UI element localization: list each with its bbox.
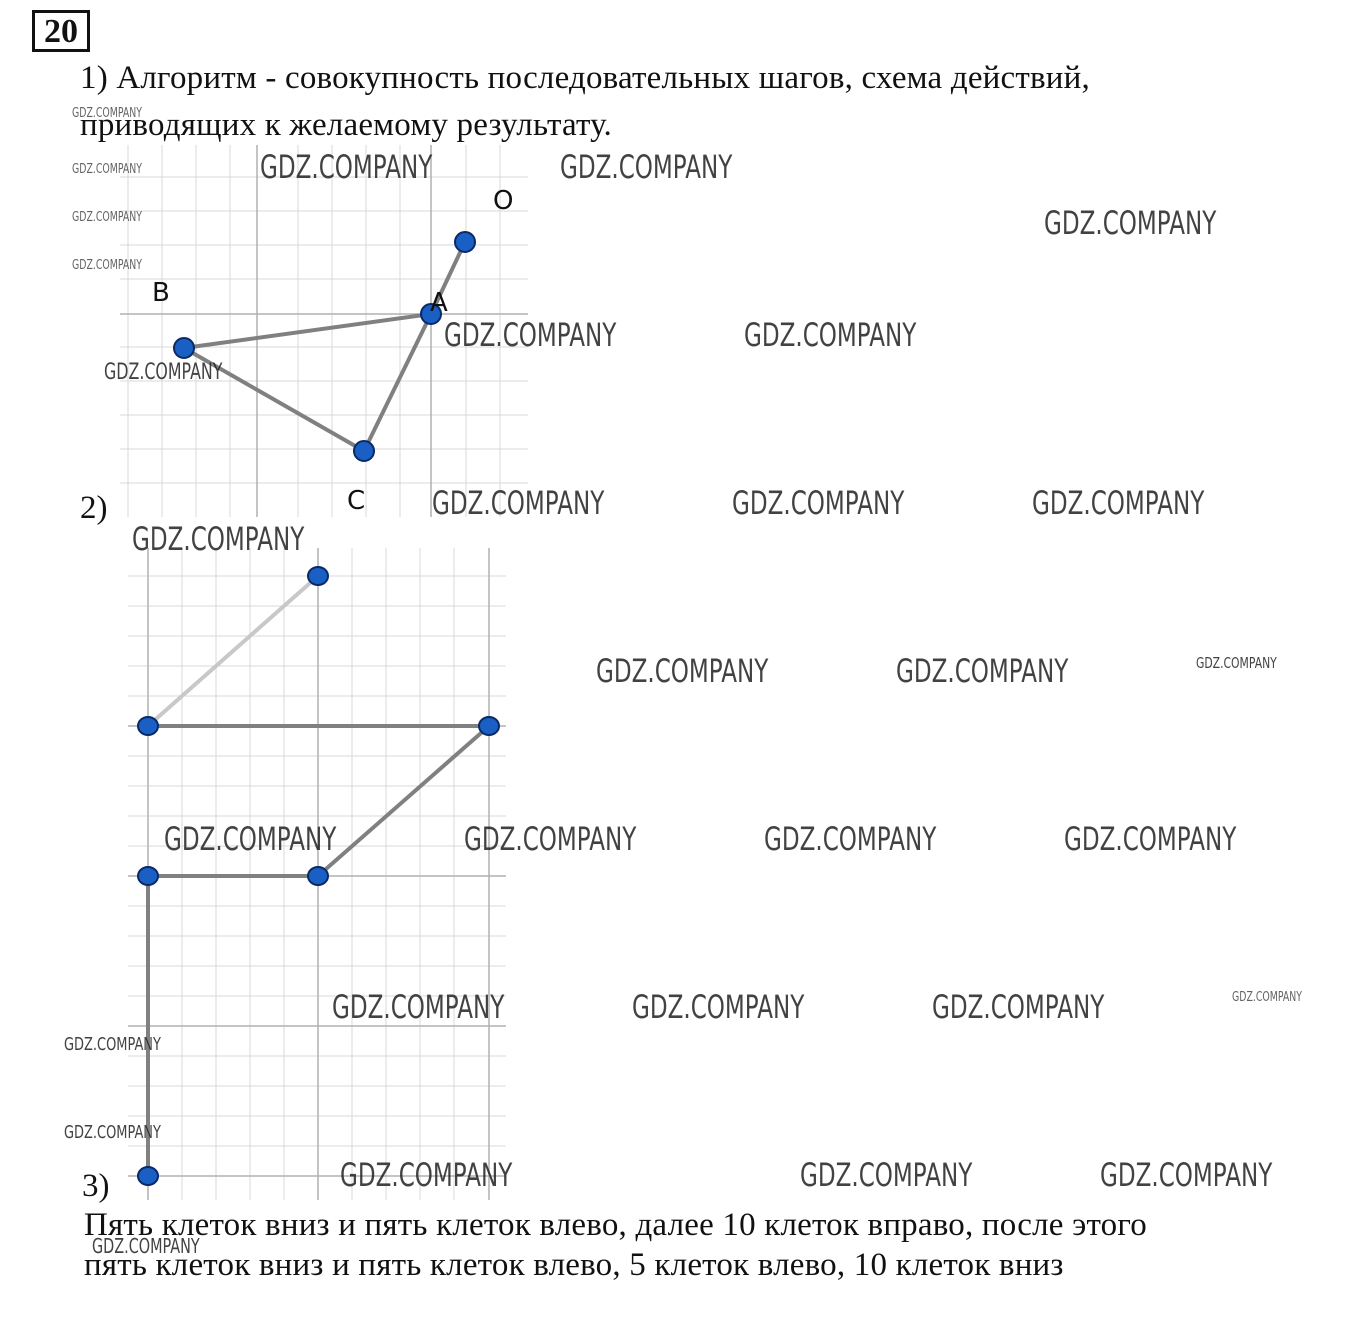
- watermark: GDZ.COMPANY: [932, 988, 1105, 1026]
- watermark: GDZ.COMPANY: [464, 820, 637, 858]
- segment-diagonal-middle: [316, 724, 491, 878]
- point-4: [307, 866, 329, 886]
- figure-2-path: [128, 548, 506, 1200]
- point-end: [137, 1166, 159, 1186]
- segment-b-c: [182, 346, 366, 453]
- point-5: [137, 866, 159, 886]
- watermark: GDZ.COMPANY: [1196, 654, 1277, 672]
- label-o: O: [493, 186, 513, 216]
- figure-1-segments: [182, 240, 467, 453]
- watermark: GDZ.COMPANY: [72, 258, 142, 273]
- label-c: C: [347, 486, 365, 516]
- watermark: GDZ.COMPANY: [332, 988, 505, 1026]
- figure-2-segments: [146, 574, 491, 1178]
- watermark: GDZ.COMPANY: [72, 106, 142, 121]
- watermark: GDZ.COMPANY: [800, 1156, 973, 1194]
- watermark: GDZ.COMPANY: [164, 820, 337, 858]
- answer-3-label: 3): [82, 1168, 110, 1204]
- point-2: [137, 716, 159, 736]
- figure-1-axes: [120, 145, 528, 517]
- watermark: GDZ.COMPANY: [764, 820, 937, 858]
- task-number: 20: [32, 10, 90, 52]
- point-a: [420, 303, 442, 325]
- answer-3-line-1: Пять клеток вниз и пять клеток влево, да…: [84, 1207, 1147, 1243]
- watermark: GDZ.COMPANY: [560, 148, 733, 186]
- figure-1-points: [173, 231, 476, 462]
- watermark: GDZ.COMPANY: [744, 316, 917, 354]
- answer-2-label: 2): [80, 490, 108, 526]
- answer-3-line-2: пять клеток вниз и пять клеток влево, 5 …: [84, 1247, 1064, 1283]
- figure-1-triangle: O A B C: [120, 145, 528, 517]
- watermark: GDZ.COMPANY: [632, 988, 805, 1026]
- watermark: GDZ.COMPANY: [1100, 1156, 1273, 1194]
- watermark: GDZ.COMPANY: [1044, 204, 1217, 242]
- segment-c-a: [362, 312, 433, 453]
- figure-2-grid: [128, 548, 506, 1200]
- watermark: GDZ.COMPANY: [64, 1122, 161, 1143]
- watermark: GDZ.COMPANY: [260, 148, 433, 186]
- watermark: GDZ.COMPANY: [596, 652, 769, 690]
- point-start: [307, 566, 329, 586]
- segment-a-o: [429, 240, 467, 316]
- point-c: [353, 440, 375, 462]
- watermark: GDZ.COMPANY: [1232, 990, 1302, 1005]
- segment-diagonal-top: [146, 574, 320, 728]
- point-3: [478, 716, 500, 736]
- point-b: [173, 337, 195, 359]
- answer-1-line-1: 1) Алгоритм - совокупность последователь…: [80, 60, 1090, 96]
- label-b: B: [152, 278, 170, 308]
- watermark: GDZ.COMPANY: [1064, 820, 1237, 858]
- point-o: [454, 231, 476, 253]
- segment-b-a: [182, 312, 433, 350]
- watermark: GDZ.COMPANY: [104, 360, 223, 385]
- answer-1-line-2: приводящих к желаемому результату.: [80, 107, 613, 143]
- watermark: GDZ.COMPANY: [1032, 484, 1205, 522]
- label-a: A: [430, 288, 448, 318]
- watermark: GDZ.COMPANY: [72, 162, 142, 177]
- watermark: GDZ.COMPANY: [132, 520, 305, 558]
- watermark: GDZ.COMPANY: [444, 316, 617, 354]
- figure-2-points: [137, 566, 500, 1186]
- watermark: GDZ.COMPANY: [340, 1156, 513, 1194]
- watermark: GDZ.COMPANY: [432, 484, 605, 522]
- watermark: GDZ.COMPANY: [72, 210, 142, 225]
- watermark: GDZ.COMPANY: [64, 1034, 161, 1055]
- watermark: GDZ.COMPANY: [896, 652, 1069, 690]
- watermark: GDZ.COMPANY: [732, 484, 905, 522]
- watermark: GDZ.COMPANY: [92, 1234, 200, 1258]
